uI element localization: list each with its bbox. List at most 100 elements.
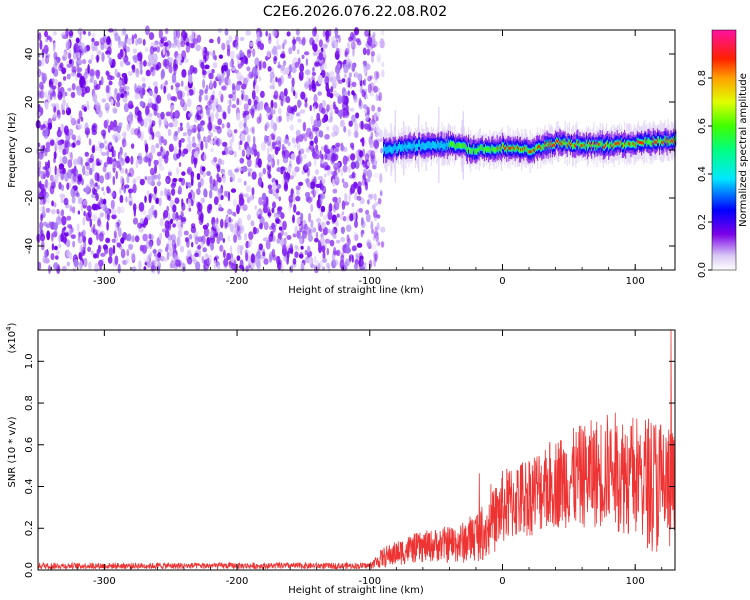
spectrogram-noise-cell <box>214 125 221 130</box>
spectrogram-noise-cell <box>239 140 243 145</box>
spectrogram-noise-cell <box>72 206 76 214</box>
spectrogram-noise-cell <box>251 66 258 76</box>
spectrogram-noise-cell <box>380 226 386 233</box>
spectrogram-noise-cell <box>295 211 301 216</box>
spectrogram-noise-cell <box>254 103 258 112</box>
spectrogram-noise-cell <box>372 209 378 218</box>
spectrogram-noise-cell <box>89 78 94 84</box>
spectrogram-noise-cell <box>78 251 83 260</box>
spectrogram-noise-cell <box>380 29 385 36</box>
spectrogram-signal-cell <box>571 141 573 145</box>
spectrogram-noise-cell <box>283 138 289 145</box>
spectrogram-noise-cell <box>78 110 83 120</box>
spectrogram-noise-cell <box>341 211 345 216</box>
spectrogram-noise-cell <box>198 94 202 103</box>
spectrogram-signal-cell <box>579 141 581 146</box>
spectrogram-noise-cell <box>203 153 207 162</box>
spectrogram-noise-cell <box>72 173 77 182</box>
spectrogram-noise-cell <box>88 59 92 65</box>
spectrogram-signal-cell <box>535 144 538 150</box>
spectrogram-noise-cell <box>240 133 246 142</box>
spectrogram-noise-cell <box>351 90 355 96</box>
spectrogram-noise-cell <box>150 262 155 272</box>
spectrogram-noise-cell <box>171 188 176 196</box>
spectrogram-noise-cell <box>84 170 90 177</box>
spectrogram-noise-cell <box>320 69 326 79</box>
spectrogram-noise-cell <box>85 185 90 194</box>
spectrogram-noise-cell <box>244 94 249 102</box>
spectrogram-noise-cell <box>106 150 110 157</box>
spectrogram-noise-cell <box>351 255 354 263</box>
spectrogram-noise-cell <box>337 110 343 117</box>
colorbar-tick-label: 0.6 <box>697 118 708 134</box>
spectrogram-noise-cell <box>362 177 367 187</box>
spectrogram-signal-cell <box>435 141 437 149</box>
spectrogram-noise-cell <box>155 143 160 149</box>
spectrogram-noise-cell <box>204 94 209 101</box>
spectrogram-noise-cell <box>147 175 153 185</box>
spectrogram-noise-cell <box>132 64 136 73</box>
spectrogram-signal-cell <box>629 142 631 146</box>
spectrogram-noise-cell <box>380 42 386 48</box>
spectrogram-noise-cell <box>92 92 98 103</box>
spectrogram-noise-cell <box>181 69 187 78</box>
spectrogram-noise-cell <box>254 84 260 94</box>
spectrogram-noise-cell <box>229 60 232 68</box>
spectrogram-noise-cell <box>377 197 382 205</box>
spectrogram-signal-cell <box>432 141 435 149</box>
spectrogram-noise-cell <box>347 128 352 137</box>
spectrogram-noise-cell <box>56 110 60 116</box>
spectrogram-signal-cell <box>501 143 504 148</box>
spectrogram-noise-cell <box>123 184 130 189</box>
spectrogram-noise-cell <box>124 152 128 159</box>
spectrogram-signal-cell <box>529 150 531 154</box>
spectrogram-noise-cell <box>362 159 365 165</box>
spectrogram-signal-cell <box>401 144 403 152</box>
spectrogram-noise-cell <box>272 28 278 37</box>
spectrogram-noise-cell <box>226 48 231 57</box>
spectrogram-signal-cell <box>612 145 614 149</box>
spectrogram-noise-cell <box>243 116 247 125</box>
spectrogram-noise-cell <box>374 158 379 163</box>
spectrogram-noise-cell <box>178 238 182 246</box>
spectrogram-noise-cell <box>145 69 151 77</box>
spectrogram-noise-cell <box>269 84 275 90</box>
spectrogram-noise-cell <box>268 135 272 143</box>
spectrogram-noise-cell <box>63 51 66 57</box>
spectrogram-signal-cell <box>610 143 612 147</box>
colorbar: 0.00.20.40.60.8 Normalized spectral ampl… <box>697 29 749 278</box>
spectrogram-noise-cell <box>330 86 334 93</box>
spectrogram-noise-cell <box>266 50 271 58</box>
spectrogram-noise-cell <box>138 260 142 270</box>
spectrogram-noise-cell <box>236 71 242 82</box>
spectrogram-noise-cell <box>54 174 59 184</box>
spectrogram-noise-cell <box>351 41 356 50</box>
spectrogram-signal-cell <box>551 144 553 148</box>
spectrogram-noise-cell <box>132 54 139 64</box>
spectrogram-noise-cell <box>203 136 209 142</box>
spectrogram-signal-cell <box>442 143 444 151</box>
spectrogram-signal-cell <box>602 145 604 149</box>
spectrogram-noise-cell <box>93 79 98 86</box>
spectrogram-signal-cell <box>643 142 645 145</box>
spectrogram-noise-cell <box>257 40 262 48</box>
spectrogram-noise-cell <box>338 79 343 85</box>
spectrogram-noise-cell <box>319 195 323 206</box>
spectrogram-signal-cell <box>557 140 559 143</box>
spectrogram-noise-cell <box>66 102 69 112</box>
spectrogram-signal-cell <box>383 146 385 154</box>
spectrogram-signal-cell <box>611 140 613 146</box>
spectrogram-noise-cell <box>168 244 172 251</box>
spectrogram-noise-cell <box>60 184 65 192</box>
spectrogram-noise-cell <box>308 78 312 86</box>
snr-x-tick-label: -200 <box>226 576 249 587</box>
spectrogram-noise-cell <box>314 157 317 167</box>
spectrogram-signal-cell <box>586 145 589 150</box>
spectrogram-noise-cell <box>238 120 244 129</box>
spectrogram-noise-cell <box>365 114 369 122</box>
spectrogram-noise-cell <box>191 241 194 248</box>
spectrogram-noise-cell <box>222 249 226 259</box>
spectrogram-signal-cell <box>661 141 663 144</box>
spectrogram-noise-cell <box>262 61 267 69</box>
spectrogram-noise-cell <box>355 150 359 158</box>
